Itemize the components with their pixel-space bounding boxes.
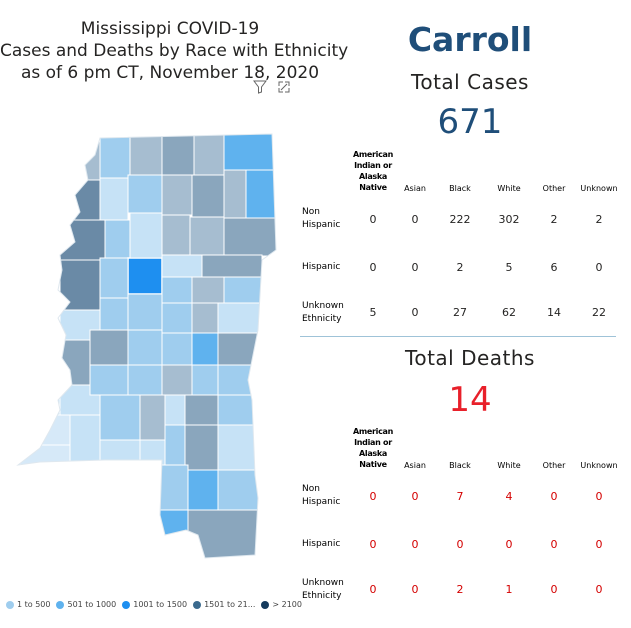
cell-value: 0 xyxy=(369,261,377,274)
cell-value: 0 xyxy=(369,583,377,596)
table-row: Hispanic 0 0 0 0 0 0 xyxy=(297,522,624,567)
cell-value: 0 xyxy=(411,538,419,551)
legend-item[interactable]: 1501 to 21... xyxy=(193,600,255,609)
legend-dot xyxy=(122,600,131,609)
cell-value: 2 xyxy=(550,212,558,226)
cell-value: 1 xyxy=(505,583,513,596)
cell-value: 0 xyxy=(595,538,603,551)
title-line-1: Mississippi COVID-19 xyxy=(80,19,260,39)
visual-header-icons xyxy=(253,80,293,96)
total-cases-value: 671 xyxy=(437,102,503,142)
column-header: American Indian or Alaska Native xyxy=(352,150,394,192)
cell-value: 0 xyxy=(369,538,377,551)
cell-value: 5 xyxy=(369,306,377,319)
column-header: Asian xyxy=(404,461,426,470)
row-label: Unknown Ethnicity xyxy=(302,577,344,601)
cell-value: 0 xyxy=(505,538,513,551)
legend-dot xyxy=(56,600,65,609)
legend-label: > 2100 xyxy=(272,600,302,609)
mississippi-county-map[interactable] xyxy=(0,130,300,600)
cell-value: 0 xyxy=(595,583,603,596)
cases-table: American Indian or Alaska Native Asian B… xyxy=(297,148,624,335)
row-label: Hispanic xyxy=(302,539,341,549)
table-row: Non Hispanic 0 0 222 302 2 2 xyxy=(297,193,624,245)
cell-value: 0 xyxy=(456,538,464,551)
column-header: Black xyxy=(449,184,471,193)
cell-value: 0 xyxy=(550,583,558,596)
column-header: Asian xyxy=(404,184,426,193)
legend-label: 501 to 1000 xyxy=(67,600,117,609)
cell-value: 0 xyxy=(595,261,603,274)
report-title: Mississippi COVID-19 Cases and Deaths by… xyxy=(0,18,349,84)
column-header: Other xyxy=(542,461,566,470)
row-label: Non Hispanic xyxy=(302,484,341,507)
corner-cell xyxy=(297,425,352,470)
cell-value: 0 xyxy=(369,489,377,503)
corner-cell xyxy=(297,148,352,193)
cell-value: 0 xyxy=(411,583,419,596)
row-label: Hispanic xyxy=(302,262,341,272)
table-row: Hispanic 0 0 2 5 6 0 xyxy=(297,245,624,290)
map-legend: 1 to 500 501 to 1000 1001 to 1500 1501 t… xyxy=(6,600,308,609)
column-header: White xyxy=(497,461,521,470)
cell-value: 62 xyxy=(502,306,516,319)
column-header: White xyxy=(497,184,521,193)
column-header: Unknown xyxy=(580,184,618,193)
legend-label: 1 to 500 xyxy=(17,600,51,609)
section-divider xyxy=(300,336,616,337)
legend-item[interactable]: 501 to 1000 xyxy=(56,600,116,609)
filter-icon[interactable] xyxy=(253,80,267,94)
column-header: American Indian or Alaska Native xyxy=(352,427,394,469)
total-deaths-value: 14 xyxy=(448,380,492,420)
title-line-2: Cases and Deaths by Race with Ethnicity xyxy=(0,41,349,61)
cell-value: 2 xyxy=(456,583,464,596)
column-header: Other xyxy=(542,184,566,193)
cases-header-row: American Indian or Alaska Native Asian B… xyxy=(297,148,624,193)
cell-value: 222 xyxy=(449,212,471,226)
cell-value: 14 xyxy=(547,306,561,319)
cell-value: 4 xyxy=(505,489,513,503)
column-header: Black xyxy=(449,461,471,470)
cell-value: 0 xyxy=(411,212,419,226)
legend-item[interactable]: 1001 to 1500 xyxy=(122,600,187,609)
column-header: Unknown xyxy=(580,461,618,470)
row-label: Non Hispanic xyxy=(302,207,341,230)
cell-value: 2 xyxy=(456,261,464,274)
cell-value: 0 xyxy=(550,489,558,503)
cell-value: 2 xyxy=(595,212,603,226)
county-grid xyxy=(19,134,276,558)
cell-value: 0 xyxy=(595,489,603,503)
county-name: Carroll xyxy=(407,20,533,59)
legend-item[interactable]: > 2100 xyxy=(261,600,302,609)
legend-item[interactable]: 1 to 500 xyxy=(6,600,50,609)
table-row: Unknown Ethnicity 5 0 27 62 14 22 xyxy=(297,290,624,335)
total-cases-label: Total Cases xyxy=(411,70,529,94)
cell-value: 6 xyxy=(550,261,558,274)
cell-value: 0 xyxy=(411,306,419,319)
table-row: Non Hispanic 0 0 7 4 0 0 xyxy=(297,470,624,522)
cell-value: 5 xyxy=(505,261,513,274)
deaths-table: American Indian or Alaska Native Asian B… xyxy=(297,425,624,612)
cell-value: 0 xyxy=(550,538,558,551)
cell-value: 7 xyxy=(456,489,464,503)
cell-value: 27 xyxy=(453,306,467,319)
legend-label: 1501 to 21... xyxy=(204,600,256,609)
legend-dot xyxy=(261,600,270,609)
cell-value: 0 xyxy=(411,489,419,503)
deaths-header-row: American Indian or Alaska Native Asian B… xyxy=(297,425,624,470)
row-label: Unknown Ethnicity xyxy=(302,300,344,324)
legend-dot xyxy=(193,600,202,609)
cell-value: 0 xyxy=(411,261,419,274)
focus-mode-icon[interactable] xyxy=(277,80,291,94)
cell-value: 22 xyxy=(592,306,606,319)
legend-dot xyxy=(6,600,14,609)
title-line-3: as of 6 pm CT, November 18, 2020 xyxy=(20,63,320,83)
legend-label: 1001 to 1500 xyxy=(133,600,188,609)
total-deaths-label: Total Deaths xyxy=(405,346,535,370)
cell-value: 0 xyxy=(369,212,377,226)
cell-value: 302 xyxy=(498,212,520,226)
table-row: Unknown Ethnicity 0 0 2 1 0 0 xyxy=(297,567,624,612)
